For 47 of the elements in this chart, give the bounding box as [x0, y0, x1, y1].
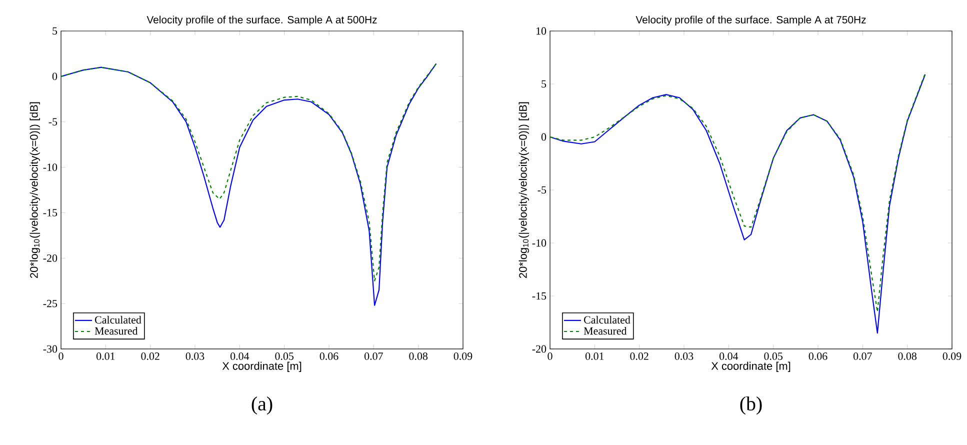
x-tick-label: 0.05	[275, 352, 294, 360]
legend-label: Calculated	[95, 316, 142, 324]
text: (a)	[252, 396, 272, 415]
x-tick-label: 0.01	[586, 352, 604, 360]
x-tick-label: 0.04	[230, 352, 250, 360]
x-tick-label: 0.08	[898, 352, 917, 360]
y-tick-label: 5	[52, 27, 58, 35]
y-tick-label: -5	[48, 118, 58, 126]
y-tick-label: -25	[43, 300, 58, 308]
legend-label: Measured	[94, 326, 138, 335]
y-tick-label: -5	[538, 186, 546, 194]
x-axis-title: X coordinate [m]	[711, 362, 790, 372]
y-tick-label: -10	[43, 164, 58, 171]
y-tick-label: -20	[43, 254, 58, 262]
x-tick-label: 0.02	[141, 352, 160, 360]
y-tick-label: 5	[542, 80, 546, 88]
x-tick-label: 0.09	[942, 352, 962, 360]
x-tick-label: 0.08	[409, 352, 428, 360]
chart-title: Velocity profile of the surface. Sample A at 750Hz	[636, 16, 866, 26]
x-tick-label: 0.03	[186, 352, 204, 360]
y-tick-label: -15	[43, 209, 58, 216]
legend-label: Calculated	[584, 316, 630, 324]
x-tick-label: 0.04	[720, 352, 738, 360]
x-tick-label: 0.06	[320, 352, 338, 360]
y-tick-label: -15	[532, 292, 546, 300]
y-axis-title: 20*log$_{10}$(|velocity/velocity(x=0)|) [dB]	[30, 102, 40, 278]
x-tick-label: 0.01	[96, 352, 115, 360]
y-axis-title: 20*log$_{10}$(|velocity/velocity(x=0)|) [dB]	[518, 102, 530, 278]
x-tick-label: 0.07	[854, 352, 872, 360]
y-tick-label: 0	[52, 72, 58, 80]
x-tick-label: 0.06	[808, 352, 828, 360]
x-tick-label: 0.05	[764, 352, 782, 360]
x-tick-label: 0	[58, 352, 64, 360]
x-tick-label: 0.09	[454, 352, 472, 360]
x-axis-title: X coordinate [m]	[222, 362, 302, 372]
chart-title: Velocity profile of the surface. Sample A at 500Hz	[146, 16, 377, 26]
x-tick-label: 0	[548, 352, 552, 360]
y-tick-label: 10	[536, 27, 546, 35]
x-tick-label: 0.07	[364, 352, 383, 360]
y-tick-label: -20	[532, 345, 546, 353]
x-tick-label: 0.02	[630, 352, 648, 360]
y-tick-label: -10	[532, 239, 546, 247]
text: (b)	[740, 396, 762, 415]
x-tick-label: 0.03	[674, 352, 694, 360]
y-tick-label: 0	[541, 133, 546, 141]
legend-label: Measured	[584, 326, 627, 335]
y-tick-label: -30	[43, 345, 58, 353]
